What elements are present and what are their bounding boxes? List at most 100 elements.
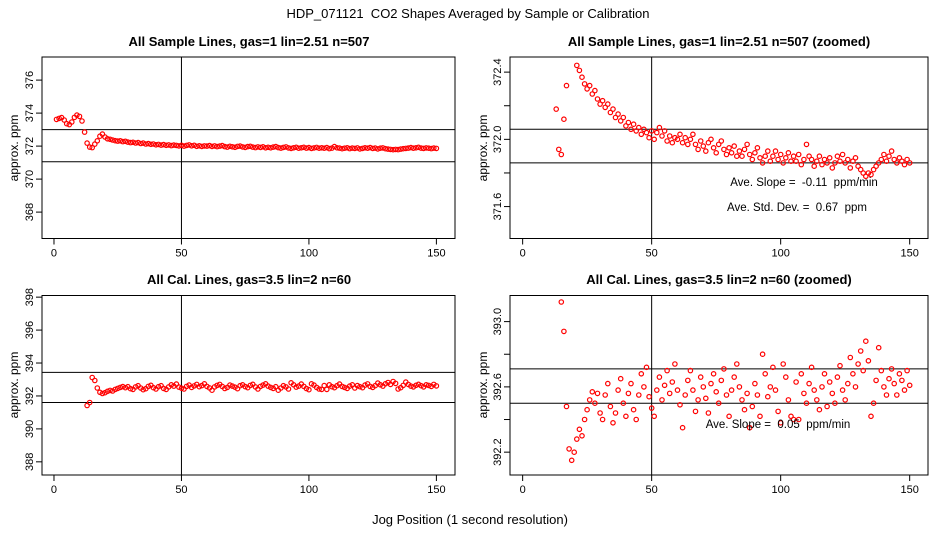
panel-title-sample-zoomed: All Sample Lines, gas=1 lin=2.51 n=507 (… xyxy=(567,34,871,49)
data-point xyxy=(173,142,180,149)
data-point xyxy=(684,141,691,148)
data-point xyxy=(214,143,220,150)
data-point xyxy=(418,145,424,151)
data-point xyxy=(690,131,696,138)
data-point xyxy=(656,374,663,380)
data-point xyxy=(430,145,437,151)
data-point xyxy=(137,140,144,147)
data-point xyxy=(886,153,892,160)
data-point xyxy=(558,151,565,158)
data-point xyxy=(659,133,665,139)
data-points xyxy=(553,62,913,180)
data-point xyxy=(558,299,565,305)
data-point xyxy=(834,374,841,380)
data-point xyxy=(752,150,758,156)
data-point xyxy=(237,143,243,149)
data-point xyxy=(837,158,843,165)
data-point xyxy=(762,153,769,160)
data-point xyxy=(79,118,85,124)
data-point xyxy=(770,364,776,371)
data-point xyxy=(313,144,320,151)
data-point xyxy=(341,145,348,152)
data-point xyxy=(607,109,614,116)
data-point xyxy=(739,153,745,160)
data-point xyxy=(777,151,784,158)
data-point xyxy=(883,158,890,165)
data-point xyxy=(757,155,763,161)
data-point xyxy=(125,139,131,145)
x-tick-label: 100 xyxy=(771,484,789,496)
data-point xyxy=(625,119,632,126)
data-point xyxy=(615,111,621,117)
y-tick-label: 396 xyxy=(24,321,36,339)
data-point xyxy=(349,145,356,151)
data-point xyxy=(881,151,887,158)
data-point xyxy=(651,413,658,420)
data-point xyxy=(86,144,93,150)
data-point xyxy=(630,121,637,128)
data-point xyxy=(581,81,588,87)
x-tick-label: 0 xyxy=(520,484,526,496)
data-point xyxy=(247,143,254,150)
data-point xyxy=(155,141,162,148)
data-point xyxy=(625,390,632,397)
data-point xyxy=(597,410,603,416)
y-tick-label: 392.6 xyxy=(492,373,504,401)
data-point xyxy=(359,145,366,152)
data-point xyxy=(183,142,190,149)
data-point xyxy=(229,144,236,150)
data-point xyxy=(109,137,116,143)
y-axis-label-cal: approx. ppm xyxy=(7,351,21,419)
panel-1: 0 50 100 150 371.6 372.0 372.4 xyxy=(492,56,929,260)
data-point xyxy=(891,380,898,387)
data-point xyxy=(855,163,861,170)
data-point xyxy=(850,158,856,165)
data-point xyxy=(847,354,854,361)
data-point xyxy=(316,386,322,392)
data-point xyxy=(579,432,585,439)
data-point xyxy=(834,153,841,160)
plot-frame xyxy=(41,56,456,239)
x-tick-label: 100 xyxy=(771,248,789,260)
data-point xyxy=(415,144,422,151)
data-point xyxy=(610,419,616,426)
data-point xyxy=(270,144,277,150)
data-point xyxy=(852,155,859,161)
data-point xyxy=(181,143,187,149)
data-point xyxy=(571,449,578,456)
data-point xyxy=(829,390,836,397)
data-point xyxy=(390,146,396,153)
data-point xyxy=(697,374,704,380)
data-point xyxy=(646,134,652,141)
x-tick-label: 150 xyxy=(901,248,919,260)
x-tick-label: 50 xyxy=(646,248,658,260)
data-point xyxy=(326,145,333,152)
data-point xyxy=(821,156,828,163)
data-point xyxy=(793,158,799,165)
data-point xyxy=(795,151,802,158)
data-point xyxy=(744,141,750,148)
data-point xyxy=(229,383,236,389)
data-point xyxy=(104,136,111,142)
data-point xyxy=(628,380,634,387)
data-point xyxy=(112,137,119,144)
data-point xyxy=(780,160,787,166)
data-point xyxy=(257,144,264,151)
data-point xyxy=(377,145,384,152)
panel-title-cal-zoomed: All Cal. Lines, gas=3.5 lin=2 n=60 (zoom… xyxy=(586,272,852,287)
data-point xyxy=(344,145,351,151)
data-point xyxy=(107,387,113,394)
data-point xyxy=(733,361,740,367)
data-point xyxy=(690,387,696,393)
data-point xyxy=(362,145,368,151)
x-tick-label: 0 xyxy=(520,248,526,260)
data-point xyxy=(759,160,766,166)
data-point xyxy=(775,156,781,163)
data-point xyxy=(61,117,67,123)
data-point xyxy=(196,143,203,149)
data-point xyxy=(92,377,98,384)
data-point xyxy=(120,138,126,145)
data-point xyxy=(425,145,432,152)
data-point xyxy=(604,101,611,107)
